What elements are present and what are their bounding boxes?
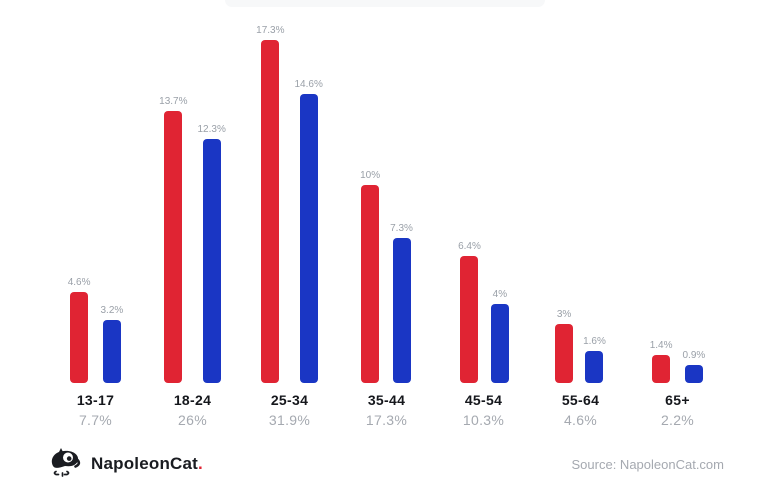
bar-pair: 4.6% 3.2% xyxy=(68,0,124,383)
category-label: 13-17 xyxy=(76,392,115,408)
bar-with-label: 14.6% xyxy=(295,79,323,383)
bar-red xyxy=(164,111,183,383)
bar-pair: 13.7% 12.3% xyxy=(159,0,226,383)
bar-group: 17.3% 14.6% 25-34 31.9% xyxy=(241,0,338,428)
bar-value-label: 17.3% xyxy=(256,25,285,36)
source-credit: Source: NapoleonCat.com xyxy=(571,456,724,472)
category-label: 35-44 xyxy=(367,392,406,408)
total-label: 26% xyxy=(178,412,207,428)
total-label: 17.3% xyxy=(365,412,408,428)
bar-group: 4.6% 3.2% 13-17 7.7% xyxy=(47,0,144,428)
bar-value-label: 7.3% xyxy=(390,223,413,234)
age-distribution-bar-chart: 4.6% 3.2% 13-17 7.7% 13.7% 12.3% 18-24 26% 17.3%… xyxy=(47,0,726,428)
napoleoncat-cat-icon xyxy=(48,447,84,482)
bar-blue xyxy=(299,94,318,383)
bar-pair: 17.3% 14.6% xyxy=(256,0,323,383)
total-label: 4.6% xyxy=(563,412,598,428)
bar-with-label: 4.6% xyxy=(68,277,91,383)
total-label: 10.3% xyxy=(462,412,505,428)
bar-with-label: 17.3% xyxy=(256,25,285,383)
bar-value-label: 1.4% xyxy=(649,340,673,351)
bar-group: 3% 1.6% 55-64 4.6% xyxy=(532,0,629,428)
bar-with-label: 4% xyxy=(490,289,509,383)
bar-pair: 3% 1.6% xyxy=(555,0,606,383)
bar-with-label: 10% xyxy=(360,170,380,383)
bar-pair: 1.4% 0.9% xyxy=(650,0,706,383)
total-label: 31.9% xyxy=(268,412,311,428)
bar-group: 6.4% 4% 45-54 10.3% xyxy=(435,0,532,428)
bar-red xyxy=(361,185,380,383)
bar-value-label: 4.6% xyxy=(67,277,91,288)
bar-value-label: 12.3% xyxy=(197,124,226,135)
category-label: 25-34 xyxy=(270,392,309,408)
bar-blue xyxy=(585,351,604,383)
bar-with-label: 0.9% xyxy=(682,350,706,383)
bar-red xyxy=(555,324,574,383)
bar-blue xyxy=(684,365,703,383)
bar-with-label: 13.7% xyxy=(159,96,188,383)
category-label: 18-24 xyxy=(173,392,212,408)
brand-dot: . xyxy=(198,454,203,473)
category-label: 45-54 xyxy=(464,392,503,408)
bar-red xyxy=(460,256,479,383)
bar-red xyxy=(70,292,89,383)
bar-with-label: 1.6% xyxy=(583,336,606,383)
bar-blue xyxy=(392,238,411,383)
total-label: 2.2% xyxy=(660,412,695,428)
bar-blue xyxy=(490,304,509,383)
category-label: 55-64 xyxy=(561,392,600,408)
bar-blue xyxy=(202,139,221,383)
bar-value-label: 3% xyxy=(556,309,572,320)
brand-name: NapoleonCat. xyxy=(91,454,203,473)
bar-value-label: 6.4% xyxy=(458,241,481,252)
bar-with-label: 3% xyxy=(555,309,574,383)
bar-with-label: 7.3% xyxy=(390,223,413,383)
bar-with-label: 3.2% xyxy=(100,305,124,383)
footer: NapoleonCat. Source: NapoleonCat.com xyxy=(48,447,724,481)
napoleoncat-brand: NapoleonCat. xyxy=(48,447,203,482)
bar-group: 13.7% 12.3% 18-24 26% xyxy=(144,0,241,428)
bar-value-label: 4% xyxy=(492,289,508,300)
bar-value-label: 3.2% xyxy=(100,305,124,316)
bar-with-label: 6.4% xyxy=(458,241,481,383)
bar-with-label: 12.3% xyxy=(198,124,226,383)
bar-value-label: 1.6% xyxy=(583,336,606,347)
bar-blue xyxy=(102,320,121,383)
category-label: 65+ xyxy=(665,392,690,408)
bar-value-label: 0.9% xyxy=(682,350,706,361)
bar-group: 10% 7.3% 35-44 17.3% xyxy=(338,0,435,428)
top-cropped-title-remnant xyxy=(225,0,545,7)
bar-red xyxy=(261,40,280,383)
bar-pair: 6.4% 4% xyxy=(458,0,509,383)
bar-group: 1.4% 0.9% 65+ 2.2% xyxy=(629,0,726,428)
bar-value-label: 14.6% xyxy=(294,79,323,90)
bar-groups: 4.6% 3.2% 13-17 7.7% 13.7% 12.3% 18-24 26% 17.3%… xyxy=(47,0,726,428)
total-label: 7.7% xyxy=(78,412,113,428)
bar-value-label: 10% xyxy=(360,170,381,181)
bar-red xyxy=(652,355,671,383)
bar-pair: 10% 7.3% xyxy=(360,0,413,383)
bar-with-label: 1.4% xyxy=(650,340,673,383)
bar-value-label: 13.7% xyxy=(159,96,188,107)
